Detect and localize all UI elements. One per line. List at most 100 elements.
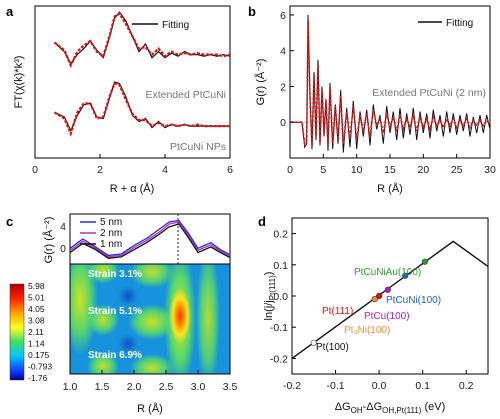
- panel-b-ylabel: G(r) (Å⁻²): [254, 59, 267, 106]
- panel-c-series-2nm: [70, 221, 230, 258]
- heatmap-blob-1: [87, 264, 119, 284]
- panel-d-xlabel-sub1: OH: [351, 406, 363, 415]
- panel-a-series-1-data: [53, 12, 230, 68]
- panel-c-legend: 5 nm 2 nm 1 nm: [80, 217, 122, 250]
- panel-d-xlabel-sub2: OH,Pt(111): [382, 406, 422, 415]
- panel-c-top-ylabel: G(r) (Å⁻²): [42, 217, 55, 264]
- panel-b-xtick-label: 0: [287, 164, 293, 176]
- colorbar-tick-label: 1.14: [28, 339, 45, 349]
- panel-d-xtick-label: 0.0: [372, 380, 387, 392]
- heatmap-low-2: [118, 334, 138, 354]
- point-pt111: [376, 292, 383, 300]
- panel-d-ylabel-sub: Pt(111): [268, 275, 277, 300]
- colorbar-tick-label: 2.11: [28, 327, 44, 337]
- panel-a-xtick-label: 2: [97, 164, 103, 176]
- panel-letter-d: d: [258, 214, 266, 229]
- panel-d-ytick-label: -0.2: [270, 353, 288, 365]
- panel-b-xlabel: R (Å): [377, 182, 403, 195]
- panel-b: b Fitting Extended PtCuNi (2 nm) G(r) (Å…: [248, 4, 496, 195]
- panel-b-legend-label: Fitting: [446, 18, 473, 29]
- panel-a-frame: [34, 5, 231, 159]
- label-ptcu100: PtCu(100): [364, 311, 410, 322]
- panel-b-ytick-label: 0: [280, 117, 286, 129]
- strain-label-2: Strain 5.1%: [88, 306, 142, 317]
- panel-a-series: [53, 11, 230, 137]
- heatmap-blob-6: [130, 354, 174, 374]
- legend-label-2nm: 2 nm: [100, 228, 122, 239]
- panel-d-xlabel-unit: (eV): [421, 401, 445, 413]
- heatmap-low-1: [118, 286, 138, 306]
- panel-a-series-0-fit: [54, 11, 230, 65]
- panel-d-ytick-label: 0.0: [273, 291, 288, 303]
- panel-d-xtick-label: -0.1: [327, 380, 345, 392]
- panel-c-xtick-label: 3.5: [223, 381, 238, 393]
- panel-b-ytick-label: 4: [280, 46, 286, 58]
- panel-b-xtick-label: 30: [484, 164, 496, 176]
- panel-b-yticks: 0 2 4 6: [280, 10, 294, 129]
- panel-c: c G(r) (Å⁻²) 4 0 5 nm 2 nm 1 nm: [6, 213, 238, 415]
- panel-a-label-extended: Extended PtCuNi: [145, 89, 226, 101]
- point-ptcuni100: [402, 272, 409, 279]
- panel-letter-a: a: [6, 4, 14, 19]
- panel-d-xtick-label: -0.2: [283, 380, 301, 392]
- heatmap-blob-2: [87, 304, 119, 336]
- panel-d-ytick-label: 0.1: [273, 260, 288, 272]
- heatmap-blob-5: [128, 304, 176, 340]
- legend-label-1nm: 1 nm: [100, 239, 122, 250]
- panel-c-top-ytick-4: 4: [60, 221, 66, 233]
- panel-d-ylabel: ln(j/jPt(111)): [263, 272, 277, 321]
- panel-d-xlabel-main: ΔG: [335, 401, 351, 413]
- panel-b-xtick-label: 15: [384, 164, 396, 176]
- panel-c-series-1nm: [70, 223, 230, 259]
- strain-label-3: Strain 6.9%: [88, 350, 142, 361]
- panel-d-xtick-label: 0.1: [415, 380, 430, 392]
- panel-d: d PtCuNiAu(100) PtCuNi(100) Pt(111) PtCu…: [258, 214, 489, 415]
- panel-b-ytick-label: 6: [280, 10, 286, 22]
- panel-letter-c: c: [6, 214, 13, 229]
- panel-d-volcano-line: [291, 240, 489, 359]
- colorbar-tick-label: 3.08: [28, 316, 45, 326]
- panel-a-ylabel: FT(χ(k)*k³): [13, 56, 25, 109]
- panel-c-xtick-label: 1.5: [95, 381, 110, 393]
- colorbar-ticks: 5.98 5.014.05 3.082.11 1.140.175 -0.793-1.76: [28, 281, 52, 383]
- panel-c-series-5nm: [70, 219, 230, 257]
- panel-b-xtick-label: 10: [351, 164, 363, 176]
- panel-a-xtick-label: 0: [32, 164, 38, 176]
- label-pt100: Pt(100): [316, 342, 349, 353]
- point-ptni100: [371, 296, 378, 303]
- panel-b-xticks: 0 5 10 15 20 25 30: [287, 154, 496, 176]
- panel-c-top-ytick-0: 0: [60, 243, 66, 255]
- panel-c-heatmap-frame: [69, 263, 231, 375]
- panel-d-xtick-label: 0.2: [459, 380, 474, 392]
- panel-d-xticks: -0.2 -0.1 0.0 0.1 0.2: [283, 370, 474, 392]
- panel-b-ytick-label: 2: [280, 81, 286, 93]
- panel-d-ytick-label: 0.2: [273, 229, 288, 241]
- panel-d-xlabel-mid: -ΔG: [363, 401, 383, 413]
- heatmap-band-1: [70, 264, 98, 355]
- panel-a: a Fitting Extended PtCuNi PtCuNi NPs FT(…: [6, 4, 233, 195]
- panel-d-ytick-label: -0.1: [270, 322, 288, 334]
- panel-c-xtick-label: 2.5: [159, 381, 174, 393]
- panel-c-xlabel: R (Å): [137, 402, 163, 415]
- panel-c-xtick-label: 2.0: [127, 381, 142, 393]
- panel-a-label-nps: PtCuNi NPs: [170, 141, 226, 153]
- panel-a-xtick-label: 4: [162, 164, 168, 176]
- panel-letter-b: b: [248, 4, 256, 19]
- panel-c-xtick-label: 1.0: [63, 381, 78, 393]
- volcano-line: [291, 240, 489, 359]
- panel-b-series-1-data: [290, 20, 490, 147]
- panel-a-xtick-label: 6: [227, 164, 233, 176]
- colorbar-tick-label: 0.175: [28, 350, 50, 360]
- panel-c-top-series: [70, 219, 230, 259]
- panel-b-label-extended: Extended PtCuNi (2 nm): [372, 87, 486, 99]
- label-ptcuni100: PtCuNi(100): [386, 295, 441, 306]
- panel-d-points: [310, 258, 428, 346]
- point-ptcu100: [384, 286, 391, 293]
- panel-a-series-3-data: [53, 82, 230, 137]
- panel-b-series: [290, 14, 490, 153]
- panel-d-ylabel-end: ): [263, 272, 275, 276]
- heatmap-hotspot: [169, 288, 191, 344]
- panel-d-point-labels: PtCuNiAu(100) PtCuNi(100) Pt(111) PtCu(1…: [316, 267, 441, 353]
- panel-c-xtick-label: 3.0: [191, 381, 206, 393]
